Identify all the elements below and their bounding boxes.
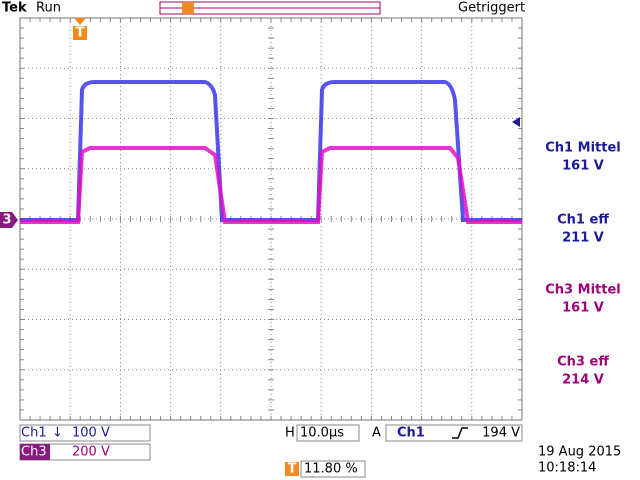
run-status: Run <box>36 1 61 16</box>
ch3-ground-label: 3 <box>2 213 11 228</box>
trigger-pos-marker <box>73 26 87 40</box>
position-icon <box>285 462 299 476</box>
ch3-name-bg <box>20 444 50 460</box>
trigger-source: Ch1 <box>397 426 425 441</box>
ch3-ground-marker <box>0 212 18 228</box>
ch1-scale: 100 V <box>72 426 110 441</box>
record-trigger-marker <box>182 2 194 14</box>
date: 19 Aug 2015 <box>538 445 621 460</box>
measurement-label: Ch3 Mittel <box>545 283 620 298</box>
time: 10:18:14 <box>538 461 596 476</box>
measurement-label: Ch1 Mittel <box>545 141 620 156</box>
ch3-waveform <box>20 146 522 224</box>
brand: Tek <box>2 1 27 16</box>
measurement-value: 211 V <box>562 231 604 246</box>
timebase-box <box>296 424 360 442</box>
position-box <box>300 460 366 478</box>
ch3-scale: 200 V <box>72 445 110 460</box>
ch3-name: Ch3 <box>21 445 47 460</box>
trigger-level: 194 V <box>482 426 520 441</box>
measurement-value: 161 V <box>562 159 604 174</box>
measurement-value: 214 V <box>562 373 604 388</box>
measurement-label: Ch1 eff <box>557 213 609 228</box>
ch1-box <box>19 424 151 442</box>
trigger-label: A <box>372 426 381 441</box>
position-value: 11.80 % <box>304 462 358 477</box>
measurement-label: Ch3 eff <box>557 355 609 370</box>
trigger-state: Getriggert <box>458 1 525 16</box>
trigger-pos-label: T <box>76 26 85 41</box>
ch1-coupling: ↓ <box>52 426 63 441</box>
timebase-value: 10.0µs <box>300 426 344 441</box>
position-icon-label: T <box>288 462 297 477</box>
trigger-pos-arrow <box>74 18 86 25</box>
ch1-name: Ch1 <box>21 426 47 441</box>
measurement-value: 161 V <box>562 301 604 316</box>
timebase-label: H <box>285 426 295 441</box>
trigger-slope <box>452 427 468 439</box>
trigger-level-marker <box>512 117 520 127</box>
trigger-box <box>385 424 523 442</box>
